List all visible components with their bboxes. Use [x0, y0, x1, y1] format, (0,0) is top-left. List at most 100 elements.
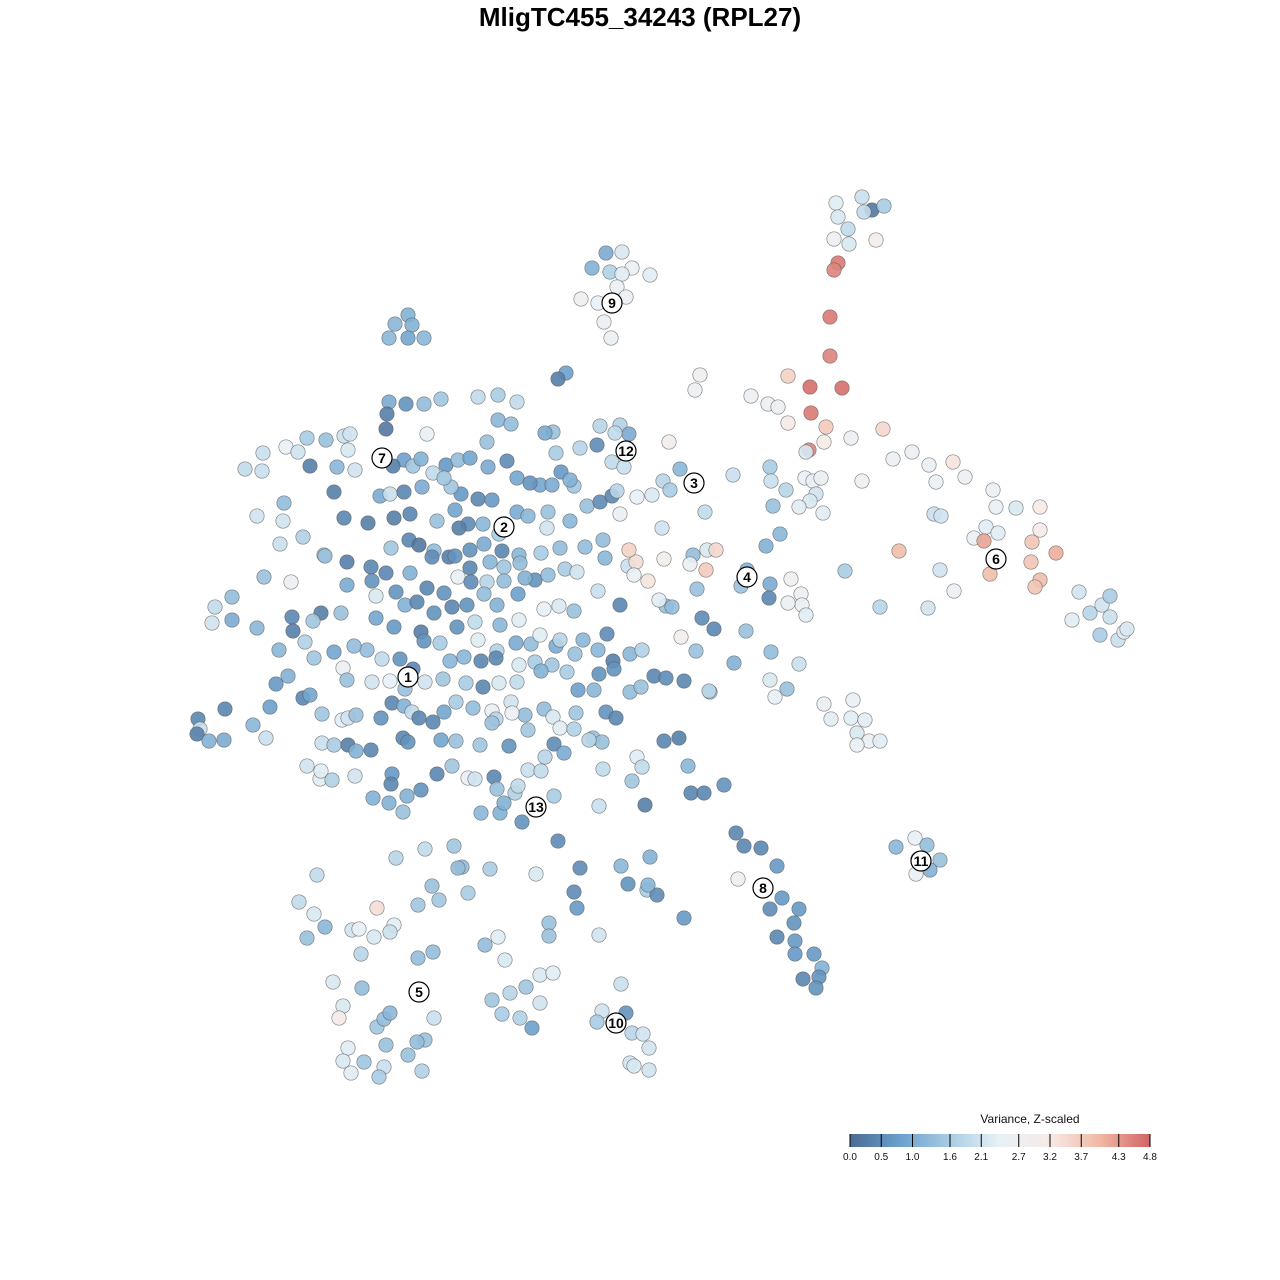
data-point — [306, 650, 322, 666]
cluster-label-marker — [736, 566, 758, 588]
data-point — [570, 682, 586, 698]
data-point — [736, 838, 752, 854]
cluster-label-marker — [605, 1012, 627, 1034]
data-point — [363, 742, 379, 758]
data-point — [629, 489, 645, 505]
data-point — [620, 876, 636, 892]
data-point — [503, 416, 519, 432]
data-point — [491, 675, 507, 691]
data-point — [517, 570, 533, 586]
data-point — [429, 766, 445, 782]
data-point — [595, 532, 611, 548]
data-point — [329, 459, 345, 475]
data-point — [299, 758, 315, 774]
data-point — [683, 785, 699, 801]
data-point — [592, 494, 608, 510]
data-point — [559, 664, 575, 680]
data-point — [417, 841, 433, 857]
data-point — [1082, 605, 1098, 621]
data-point — [551, 598, 567, 614]
data-point — [400, 1047, 416, 1063]
data-point — [607, 425, 623, 441]
data-point — [462, 542, 478, 558]
data-point — [484, 492, 500, 508]
data-point — [885, 451, 901, 467]
data-point — [985, 482, 1001, 498]
data-point — [402, 506, 418, 522]
data-point — [614, 244, 630, 260]
data-point — [834, 380, 850, 396]
data-point — [595, 761, 611, 777]
data-point — [470, 389, 486, 405]
data-point — [701, 683, 717, 699]
data-point — [444, 599, 460, 615]
data-point — [854, 189, 870, 205]
data-point — [548, 445, 564, 461]
data-point — [532, 995, 548, 1011]
data-point — [476, 536, 492, 552]
data-point — [786, 915, 802, 931]
data-point — [189, 726, 205, 742]
data-point — [803, 405, 819, 421]
data-point — [224, 589, 240, 605]
data-point — [840, 221, 856, 237]
data-point — [489, 781, 505, 797]
data-point — [779, 681, 795, 697]
cluster-label-text: 8 — [759, 880, 767, 896]
data-point — [381, 330, 397, 346]
data-point — [299, 430, 315, 446]
data-point — [787, 933, 803, 949]
data-point — [609, 483, 625, 499]
data-point — [761, 590, 777, 606]
data-point — [696, 785, 712, 801]
data-point — [509, 394, 525, 410]
data-point — [624, 773, 640, 789]
data-point — [828, 195, 844, 211]
data-point — [762, 901, 778, 917]
data-point — [285, 623, 301, 639]
data-point — [545, 709, 561, 725]
cluster-label-text: 11 — [914, 853, 929, 869]
cluster-label-text: 12 — [618, 443, 634, 459]
data-point — [640, 877, 656, 893]
data-point — [340, 442, 356, 458]
data-point — [382, 486, 398, 502]
data-point — [450, 569, 466, 585]
data-point — [283, 574, 299, 590]
data-point — [373, 710, 389, 726]
data-point — [479, 434, 495, 450]
data-point — [656, 733, 672, 749]
data-point — [511, 612, 527, 628]
data-point — [410, 897, 426, 913]
data-point — [767, 689, 783, 705]
data-point — [496, 795, 512, 811]
data-point — [597, 550, 613, 566]
cluster-label-marker — [371, 447, 393, 469]
data-point — [411, 537, 427, 553]
data-point — [1008, 500, 1024, 516]
data-point — [268, 676, 284, 692]
data-point — [387, 316, 403, 332]
cluster-label-2: 2 — [493, 516, 515, 538]
data-point — [404, 317, 420, 333]
data-point — [591, 798, 607, 814]
data-point — [342, 426, 358, 442]
data-point — [680, 758, 696, 774]
data-point — [753, 840, 769, 856]
data-point — [378, 565, 394, 581]
data-point — [532, 967, 548, 983]
data-point — [546, 736, 562, 752]
cluster-label-text: 4 — [743, 569, 751, 585]
data-point — [806, 946, 822, 962]
data-point — [539, 520, 555, 536]
data-point — [845, 692, 861, 708]
cluster-label-1: 1 — [397, 666, 419, 688]
cluster-label-text: 1 — [404, 669, 412, 685]
data-point — [676, 910, 692, 926]
data-point — [237, 461, 253, 477]
data-point — [356, 1054, 372, 1070]
data-point — [284, 609, 300, 625]
data-point — [383, 776, 399, 792]
data-point — [366, 929, 382, 945]
